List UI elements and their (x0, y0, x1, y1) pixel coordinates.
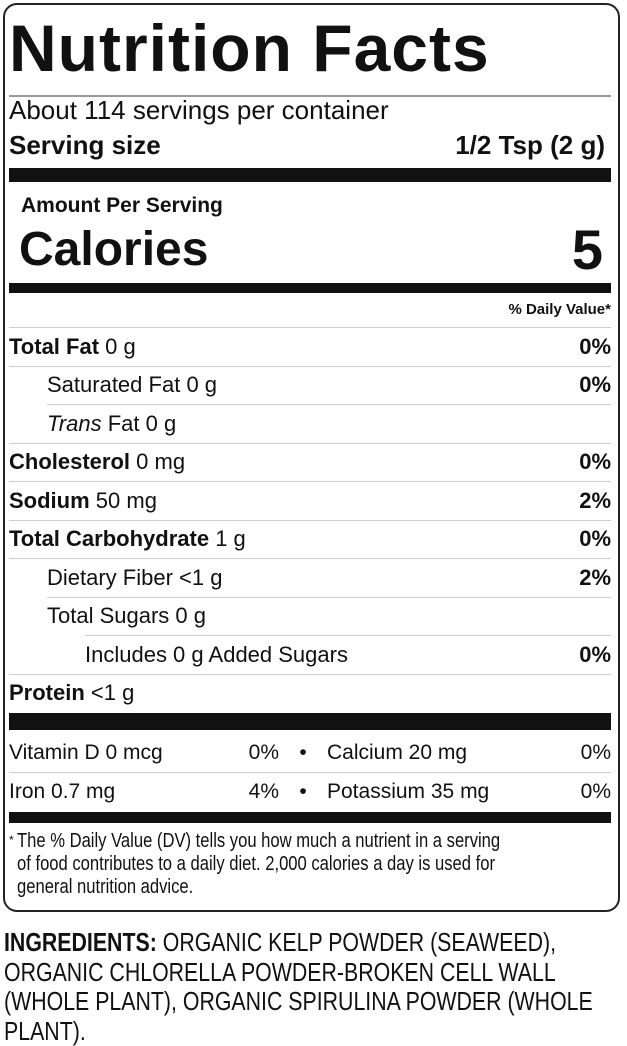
nutrient-dv: 0% (579, 449, 611, 475)
panel-title: Nutrition Facts (9, 11, 490, 85)
nutrient-row-trans-fat: Trans Fat 0 g (47, 404, 611, 443)
nutrient-amount: 0 mg (136, 449, 186, 475)
nutrient-name: Total Fat (9, 333, 100, 359)
nutrient-name: Cholesterol (9, 449, 131, 475)
thick-divider (9, 168, 611, 182)
nutrient-list: Total Fat 0 g 0% Saturated Fat 0 g 0% Tran… (9, 327, 611, 712)
calories-value: 5 (571, 218, 603, 281)
nutrient-dv: 0% (579, 372, 611, 398)
nutrient-name: Dietary Fiber (47, 564, 173, 590)
nutrient-dv: 2% (579, 564, 611, 590)
thick-divider (9, 713, 611, 730)
nutrient-amount: 0 g (175, 603, 207, 629)
nutrient-row-saturated-fat: Saturated Fat 0 g 0% (9, 365, 611, 405)
micro-dv: 0% (580, 780, 611, 803)
nutrient-row-sodium: Sodium 50 mg 2% (9, 481, 611, 520)
micronutrient-row: Vitamin D 0 mcg 0% • Calcium 20 mg 0% (9, 734, 611, 773)
bullet-icon: • (299, 741, 307, 764)
amount-per-serving: Amount Per Serving (21, 194, 223, 217)
nutrient-name: Protein (9, 680, 85, 706)
nutrition-facts-panel (3, 3, 620, 912)
nutrient-row-protein: Protein <1 g (9, 673, 611, 713)
micronutrient-row: Iron 0.7 mg 4% • Potassium 35 mg 0% (9, 773, 611, 811)
nutrient-row-total-carbohydrate: Total Carbohydrate 1 g 0% (9, 519, 611, 559)
bullet-icon: • (299, 780, 307, 803)
micronutrient-list: Vitamin D 0 mcg 0% • Calcium 20 mg 0% Ir… (9, 734, 611, 811)
serving-size-row: Serving size 1/2 Tsp (2 g) (9, 128, 611, 162)
nutrient-amount: 0 g (186, 372, 218, 398)
calories-row: Calories 5 (9, 222, 611, 278)
nutrient-amount: <1 g (90, 680, 135, 706)
nutrient-dv: 0% (579, 333, 611, 359)
nutrient-dv: 0% (579, 526, 611, 552)
nutrient-row-added-sugars: Includes 0 g Added Sugars 0% (85, 635, 611, 674)
nutrient-name: Includes 0 g Added Sugars (85, 641, 348, 667)
ingredients: INGREDIENTS: ORGANIC KELP POWDER (SEAWEE… (4, 927, 623, 1046)
micro-dv: 4% (248, 780, 279, 803)
servings-per-container: About 114 servings per container (9, 95, 389, 125)
nutrient-row-cholesterol: Cholesterol 0 mg 0% (9, 442, 611, 482)
nutrient-amount: 1 g (215, 526, 246, 552)
daily-value-header: % Daily Value* (508, 301, 611, 318)
nutrient-dv: 2% (579, 487, 611, 513)
ingredients-label: INGREDIENTS: (4, 927, 157, 957)
nutrient-row-dietary-fiber: Dietary Fiber <1 g 2% (9, 558, 611, 597)
nutrient-amount: 0 g (105, 333, 136, 359)
micro-name: Vitamin D 0 mcg (9, 741, 163, 764)
footnote-text: The % Daily Value (DV) tells you how muc… (16, 830, 500, 898)
thick-divider (9, 283, 611, 293)
nutrient-name: Saturated Fat (47, 372, 181, 398)
micro-name: Potassium 35 mg (327, 780, 490, 803)
divider (9, 95, 611, 97)
serving-size-label: Serving size (9, 130, 161, 160)
micro-name: Iron 0.7 mg (9, 780, 116, 803)
nutrient-name: Sodium (9, 487, 90, 513)
micro-dv: 0% (580, 741, 611, 764)
nutrient-dv: 0% (579, 641, 611, 667)
calories-label: Calories (19, 223, 209, 276)
micro-dv: 0% (248, 741, 279, 764)
nutrient-amount: 0 g (145, 410, 177, 436)
nutrient-row-total-sugars: Total Sugars 0 g (47, 596, 611, 636)
footnote-asterisk: * (9, 833, 14, 847)
footnote: * The % Daily Value (DV) tells you how m… (9, 830, 611, 899)
nutrient-amount: <1 g (179, 564, 223, 590)
nutrient-name: Total Carbohydrate (9, 526, 210, 552)
nutrient-name: Trans (47, 410, 102, 436)
thick-divider (9, 812, 611, 823)
nutrient-amount: 50 mg (95, 487, 157, 513)
serving-size-value: 1/2 Tsp (2 g) (455, 130, 605, 160)
micro-name: Calcium 20 mg (327, 741, 468, 764)
nutrient-name: Total Sugars (47, 603, 170, 629)
nutrient-name-suffix: Fat (107, 410, 140, 436)
nutrient-row-total-fat: Total Fat 0 g 0% (9, 327, 611, 366)
